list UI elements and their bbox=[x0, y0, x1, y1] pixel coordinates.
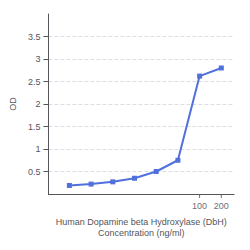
svg-text:200: 200 bbox=[214, 201, 229, 211]
svg-text:3: 3 bbox=[35, 54, 40, 64]
svg-text:2: 2 bbox=[35, 99, 40, 109]
svg-text:Concentration (ng/ml): Concentration (ng/ml) bbox=[98, 228, 185, 238]
svg-text:1: 1 bbox=[35, 144, 40, 154]
svg-text:Human Dopamine beta Hydroxylas: Human Dopamine beta Hydroxylase (DbH) bbox=[56, 217, 227, 227]
svg-text:1.5: 1.5 bbox=[28, 122, 41, 132]
svg-text:100: 100 bbox=[192, 201, 207, 211]
svg-text:2.5: 2.5 bbox=[28, 77, 41, 87]
svg-text:0.5: 0.5 bbox=[28, 167, 41, 177]
svg-text:3.5: 3.5 bbox=[28, 32, 41, 42]
svg-text:OD: OD bbox=[8, 97, 18, 111]
